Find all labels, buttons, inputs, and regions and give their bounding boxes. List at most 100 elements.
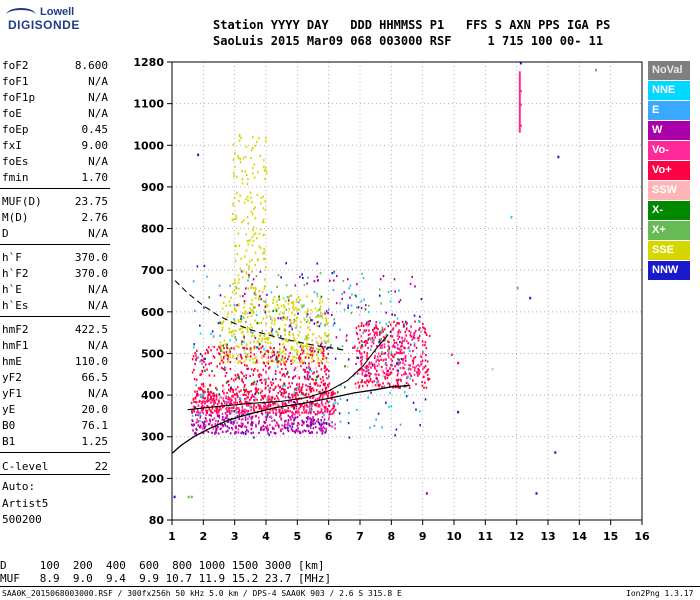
echo-point	[203, 427, 206, 430]
echo-point	[252, 373, 254, 376]
echo-point	[229, 361, 232, 364]
echo-point	[279, 317, 282, 320]
echo-point	[312, 423, 315, 426]
echo-point	[216, 388, 218, 391]
echo-point	[364, 344, 367, 347]
echo-point	[239, 327, 242, 331]
echo-point	[316, 279, 319, 282]
echo-point	[192, 429, 194, 432]
echo-point	[210, 414, 213, 417]
y-tick-label: 200	[141, 472, 164, 485]
echo-point	[304, 369, 306, 372]
echo-point	[223, 347, 225, 350]
x-tick-label: 5	[294, 530, 302, 543]
echo-point	[332, 402, 335, 405]
echo-point	[302, 422, 305, 425]
echo-point	[397, 338, 399, 341]
echo-point	[242, 346, 244, 349]
echo-point	[257, 298, 260, 301]
echo-point	[252, 382, 254, 385]
echo-point	[328, 400, 331, 403]
echo-point	[290, 362, 293, 365]
echo-point	[282, 350, 285, 353]
echo-point	[253, 346, 256, 349]
echo-point	[275, 408, 278, 411]
echo-point	[375, 418, 377, 421]
echo-point	[267, 377, 270, 380]
isolated-echo	[529, 296, 532, 300]
echo-point	[216, 403, 219, 406]
isolated-echo	[457, 410, 460, 414]
echo-point	[315, 402, 317, 406]
echo-point	[315, 389, 318, 392]
echo-point	[406, 376, 409, 379]
echo-point	[318, 404, 321, 407]
echo-point	[348, 412, 350, 415]
echo-point	[193, 410, 195, 413]
echo-point	[232, 423, 235, 426]
echo-point	[330, 408, 333, 411]
echo-point	[280, 335, 282, 338]
echo-point	[327, 312, 329, 315]
echo-point	[228, 403, 231, 406]
echo-point	[322, 429, 324, 433]
echo-point	[279, 378, 282, 381]
echo-point	[215, 395, 218, 398]
echo-point	[361, 385, 364, 388]
echo-point	[223, 339, 226, 342]
echo-point	[270, 326, 272, 329]
param-name: hmE	[2, 355, 22, 368]
echo-point	[225, 430, 227, 433]
echo-point	[282, 395, 284, 398]
echo-point	[379, 344, 381, 347]
echo-point	[241, 430, 244, 434]
echo-point	[281, 409, 284, 412]
echo-point	[320, 393, 322, 396]
header-line-1: Station YYYY DAY DDD HHMMSS P1 FFS S AXN…	[213, 18, 611, 32]
param-row: h`F 370.0	[2, 250, 108, 266]
echo-point	[226, 410, 228, 413]
echo-point	[255, 390, 257, 393]
echo-point	[324, 324, 326, 327]
echo-point	[240, 342, 243, 346]
param-value: N/A	[88, 339, 108, 352]
echo-point	[217, 425, 219, 429]
param-row: h`Es N/A	[2, 298, 108, 314]
echo-point	[255, 356, 257, 359]
echo-point	[321, 362, 324, 365]
echo-point	[241, 340, 243, 343]
echo-point	[301, 403, 304, 406]
echo-point	[237, 287, 240, 290]
echo-point	[320, 337, 322, 340]
echo-point	[213, 399, 216, 402]
echo-point	[269, 389, 271, 392]
echo-point	[256, 258, 259, 261]
echo-point	[286, 339, 288, 342]
echo-point	[361, 345, 364, 348]
echo-point	[269, 317, 272, 320]
echo-point	[210, 411, 213, 414]
echo-point	[252, 226, 255, 229]
echo-point	[325, 317, 327, 320]
echo-point	[267, 404, 269, 407]
echo-point	[250, 432, 252, 435]
echo-point	[284, 423, 286, 426]
echo-point	[373, 327, 376, 330]
echo-point	[360, 346, 363, 349]
echo-point	[320, 342, 323, 345]
echo-point	[330, 421, 333, 424]
echo-point	[243, 349, 246, 352]
echo-point	[211, 407, 214, 410]
echo-point	[306, 377, 308, 381]
echo-point	[344, 365, 346, 368]
echo-point	[391, 354, 394, 357]
echo-point	[240, 432, 243, 435]
echo-point	[204, 424, 207, 427]
echo-point	[374, 354, 376, 357]
y-tick-label: 400	[141, 389, 164, 402]
echo-point	[277, 365, 279, 368]
echo-point	[269, 411, 271, 414]
echo-point	[301, 385, 304, 389]
echo-point	[204, 369, 206, 372]
echo-point	[393, 353, 396, 356]
